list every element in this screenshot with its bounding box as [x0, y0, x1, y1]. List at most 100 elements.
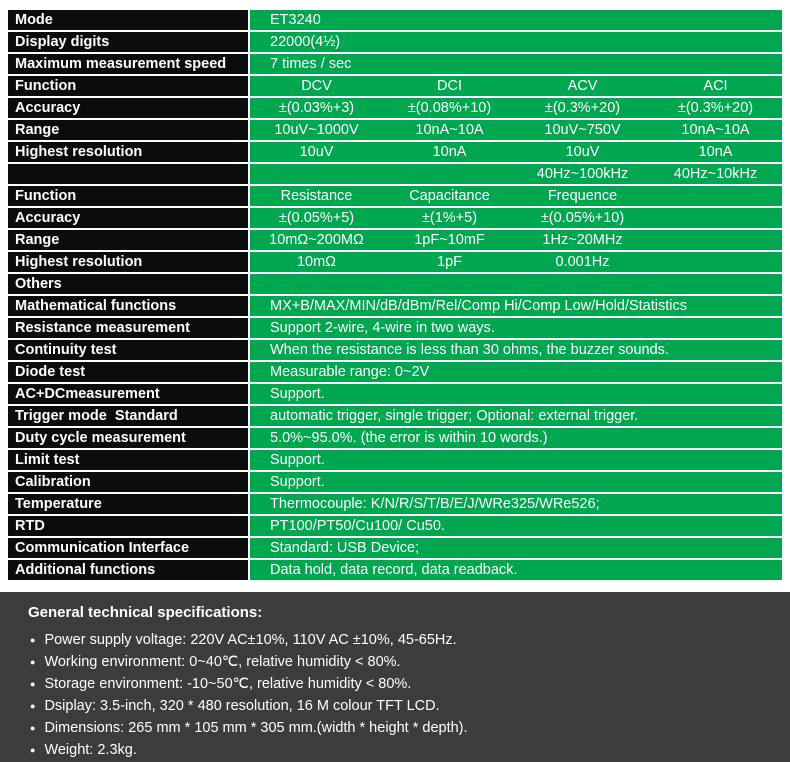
row-label: Display digits: [8, 32, 248, 52]
row-value: Support.: [250, 384, 782, 404]
row-label: Maximum measurement speed: [8, 54, 248, 74]
row-values: ±(0.03%+3) ±(0.08%+10) ±(0.3%+20) ±(0.3%+20…: [250, 98, 782, 118]
general-spec-text: Weight: 2.3kg.: [44, 742, 137, 758]
row-label: RTD: [8, 516, 248, 536]
row-value-cell: ±(0.3%+20): [677, 100, 754, 116]
row-label: Range: [8, 120, 248, 140]
spec-row: Accuracy ±(0.03%+3) ±(0.08%+10) ±(0.3%+20) ±…: [8, 98, 782, 118]
row-value: [250, 274, 782, 294]
row-value: automatic trigger, single trigger; Optio…: [250, 406, 782, 426]
spec-row: Highest resolution 10mΩ 1pF 0.001Hz: [8, 252, 782, 272]
spec-row: Range 10mΩ~200MΩ 1pF~10mF 1Hz~20MHz: [8, 230, 782, 250]
row-label: Resistance measurement: [8, 318, 248, 338]
row-label: Function: [8, 186, 248, 206]
general-spec-item: ● Dsiplay: 3.5-inch, 320 * 480 resolution…: [28, 695, 770, 717]
row-value-cell: 1pF: [437, 254, 462, 270]
spec-table: Mode ET3240 Display digits 22000(4½) Maximum…: [8, 10, 782, 580]
row-label: Communication Interface: [8, 538, 248, 558]
row-label: Range: [8, 230, 248, 250]
row-values: Resistance Capacitance Frequence: [250, 186, 782, 206]
row-value-cell: 10uV: [299, 144, 334, 160]
row-values: 10mΩ 1pF 0.001Hz: [250, 252, 782, 272]
row-label: Function: [8, 76, 248, 96]
row-label: Limit test: [8, 450, 248, 470]
row-value-cell: 10uV: [565, 144, 600, 160]
spec-row: Accuracy ±(0.05%+5) ±(1%+5) ±(0.05%+10): [8, 208, 782, 228]
row-value: 5.0%~95.0%. (the error is within 10 word…: [250, 428, 782, 448]
row-value-cell: ±(0.08%+10): [407, 100, 492, 116]
row-value: 7 times / sec: [250, 54, 782, 74]
row-value: MX+B/MAX/MIN/dB/dBm/Rel/Comp Hi/Comp Low…: [250, 296, 782, 316]
row-value: Support 2-wire, 4-wire in two ways.: [250, 318, 782, 338]
row-value: Data hold, data record, data readback.: [250, 560, 782, 580]
row-label: AC+DCmeasurement: [8, 384, 248, 404]
row-value-cell: 1Hz~20MHz: [542, 232, 623, 248]
spec-row: Resistance measurement Support 2-wire, 4-…: [8, 318, 782, 338]
row-values: DCV DCI ACV ACI: [250, 76, 782, 96]
general-spec-item: ● Weight: 2.3kg.: [28, 739, 770, 761]
spec-row: Function Resistance Capacitance Frequence: [8, 186, 782, 206]
row-value-cell: ±(0.3%+20): [544, 100, 621, 116]
row-values: 40Hz~100kHz 40Hz~10kHz: [250, 164, 782, 184]
row-label: Diode test: [8, 362, 248, 382]
row-value-cell: 10nA: [698, 144, 733, 160]
row-value-cell: ±(0.05%+10): [540, 210, 625, 226]
spec-row: AC+DCmeasurement Support.: [8, 384, 782, 404]
row-value-cell: ±(0.03%+3): [278, 100, 355, 116]
row-values: 10uV~1000V 10nA~10A 10uV~750V 10nA~10A: [250, 120, 782, 140]
row-value-cell: 10nA: [432, 144, 467, 160]
row-label: Others: [8, 274, 248, 294]
row-value-cell: 10mΩ: [296, 254, 337, 270]
bullet-icon: ●: [30, 635, 36, 645]
general-spec-text: Dsiplay: 3.5-inch, 320 * 480 resolution,…: [44, 698, 440, 714]
row-value-cell: 10nA~10A: [415, 122, 484, 138]
row-value-cell: DCI: [437, 78, 462, 94]
row-value-cell: 0.001Hz: [555, 254, 610, 270]
spec-row: Maximum measurement speed 7 times / sec: [8, 54, 782, 74]
row-value: 22000(4½): [250, 32, 782, 52]
general-spec-item: ● Power supply voltage: 220V AC±10%, 110V…: [28, 629, 770, 651]
general-spec-item: ● Dimensions: 265 mm * 105 mm * 305 mm.(w…: [28, 717, 770, 739]
row-value: Support.: [250, 472, 782, 492]
spec-row: Trigger mode Standard automatic trigger, …: [8, 406, 782, 426]
row-value-cell: DCV: [301, 78, 332, 94]
general-spec-text: Power supply voltage: 220V AC±10%, 110V …: [44, 632, 457, 648]
bullet-icon: ●: [30, 723, 36, 733]
row-value: When the resistance is less than 30 ohms…: [250, 340, 782, 360]
spec-row: Temperature Thermocouple: K/N/R/S/T/B/E/J…: [8, 494, 782, 514]
row-values: 10mΩ~200MΩ 1pF~10mF 1Hz~20MHz: [250, 230, 782, 250]
row-label: Temperature: [8, 494, 248, 514]
spec-row: Communication Interface Standard: USB Dev…: [8, 538, 782, 558]
row-label: Duty cycle measurement: [8, 428, 248, 448]
general-specs-list: ● Power supply voltage: 220V AC±10%, 110V…: [28, 629, 770, 761]
general-spec-item: ● Working environment: 0~40℃, relative hu…: [28, 651, 770, 673]
spec-row: Range 10uV~1000V 10nA~10A 10uV~750V 10nA~10A: [8, 120, 782, 140]
spec-row: Others: [8, 274, 782, 294]
bullet-icon: ●: [30, 701, 36, 711]
spec-row: 40Hz~100kHz 40Hz~10kHz: [8, 164, 782, 184]
general-specs-heading: General technical specifications:: [28, 604, 263, 621]
spec-row: Mathematical functions MX+B/MAX/MIN/dB/dB…: [8, 296, 782, 316]
row-value-cell: ACV: [567, 78, 598, 94]
bullet-icon: ●: [30, 745, 36, 755]
row-value: Standard: USB Device;: [250, 538, 782, 558]
row-label: Calibration: [8, 472, 248, 492]
spec-row: RTD PT100/PT50/Cu100/ Cu50.: [8, 516, 782, 536]
row-value: PT100/PT50/Cu100/ Cu50.: [250, 516, 782, 536]
bullet-icon: ●: [30, 657, 36, 667]
row-value-cell: 10nA~10A: [681, 122, 750, 138]
row-value: ET3240: [250, 10, 782, 30]
row-value-cell: Frequence: [547, 188, 618, 204]
row-label: Continuity test: [8, 340, 248, 360]
row-value-cell: Capacitance: [409, 188, 490, 204]
row-label: Mathematical functions: [8, 296, 248, 316]
row-value-cell: 1pF~10mF: [414, 232, 485, 248]
row-value: Support.: [250, 450, 782, 470]
spec-row: Additional functions Data hold, data reco…: [8, 560, 782, 580]
spec-row: Diode test Measurable range: 0~2V: [8, 362, 782, 382]
row-values: ±(0.05%+5) ±(1%+5) ±(0.05%+10): [250, 208, 782, 228]
row-value-cell: 10mΩ~200MΩ: [269, 232, 364, 248]
spec-row: Highest resolution 10uV 10nA 10uV 10nA: [8, 142, 782, 162]
bullet-icon: ●: [30, 679, 36, 689]
